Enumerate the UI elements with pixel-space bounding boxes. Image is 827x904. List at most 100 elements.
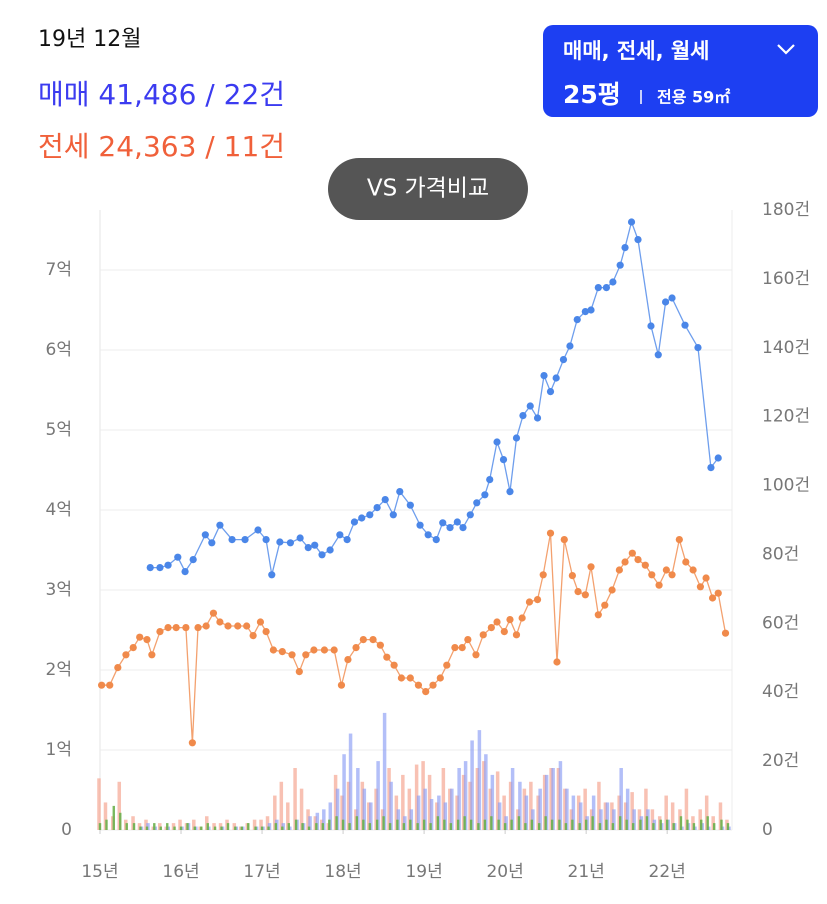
price-point <box>296 534 304 542</box>
volume-bar <box>226 823 230 830</box>
volume-bar <box>571 819 574 830</box>
price-point <box>525 598 534 606</box>
price-point <box>641 561 649 569</box>
volume-bar <box>240 826 243 830</box>
price-point <box>164 561 172 569</box>
volume-bar <box>637 809 642 830</box>
volume-bar <box>456 819 460 830</box>
price-point <box>696 583 705 591</box>
price-point <box>546 529 555 537</box>
price-point <box>608 586 616 594</box>
volume-bar <box>97 778 101 830</box>
price-point <box>234 622 242 630</box>
filter-size[interactable]: 25평 <box>563 80 621 109</box>
price-point <box>304 544 312 552</box>
price-point <box>533 596 542 604</box>
volume-bar <box>706 816 709 830</box>
chevron[interactable] <box>777 44 795 55</box>
volume-bar <box>698 809 702 830</box>
price-point <box>129 644 137 652</box>
button-bg[interactable] <box>328 158 528 220</box>
y-tick-label: 2억 <box>46 660 72 680</box>
volume-bar <box>563 788 567 830</box>
volume-bar <box>477 823 480 830</box>
dropdown-bg[interactable] <box>543 25 818 117</box>
volume-bar <box>718 802 723 830</box>
price-point <box>156 628 164 636</box>
volume-bar <box>213 826 217 830</box>
volume-bar <box>490 774 495 830</box>
volume-bar <box>625 788 630 830</box>
volume-bar <box>139 826 142 830</box>
price-point <box>276 538 284 546</box>
volume-bar <box>274 823 278 830</box>
volume-bar <box>322 809 326 830</box>
price-point <box>216 521 224 529</box>
price-point <box>302 651 310 659</box>
volume-bar <box>254 826 257 830</box>
filter-types[interactable]: 매매, 전세, 월세 <box>563 39 710 63</box>
price-point <box>464 636 472 644</box>
price-point <box>702 574 710 582</box>
volume-bar <box>584 819 588 830</box>
price-point <box>721 629 730 637</box>
y-tick-label: 0 <box>61 820 72 840</box>
price-point <box>268 571 276 579</box>
price-point <box>628 549 636 557</box>
volume-bar <box>659 819 662 830</box>
compare-button[interactable]: VS 가격비교 <box>328 158 528 220</box>
price-point <box>310 646 318 654</box>
volume-bar <box>117 781 122 830</box>
volume-bar <box>279 781 284 830</box>
volume-bar <box>679 816 683 830</box>
price-point <box>694 344 702 352</box>
volume-bar <box>625 819 628 830</box>
volume-bar <box>293 768 297 830</box>
volume-bar <box>612 809 616 830</box>
volume-bar <box>119 812 122 830</box>
volume-bar <box>457 768 461 830</box>
price-point <box>533 414 542 422</box>
price-point <box>202 622 210 630</box>
price-point <box>546 388 555 396</box>
price-point <box>216 618 224 626</box>
volume-bar <box>186 823 189 830</box>
price-point <box>566 342 574 350</box>
volume-bar <box>461 774 466 830</box>
price-point <box>539 571 547 579</box>
x-tick-label: 19년 <box>405 862 442 882</box>
volume-bar <box>416 795 421 830</box>
volume-bar <box>388 823 392 830</box>
x-tick-label: 16년 <box>162 862 199 882</box>
volume-bar <box>611 823 615 830</box>
price-point <box>573 316 581 324</box>
price-point <box>655 581 663 589</box>
volume-bar <box>346 781 351 830</box>
volume-bar <box>247 823 250 830</box>
volume-bar <box>510 819 513 830</box>
price-point <box>506 488 514 496</box>
volume-bar <box>569 809 574 830</box>
price-point <box>708 594 717 602</box>
volume-bar <box>484 754 488 830</box>
price-point <box>381 496 389 504</box>
volume-bar <box>598 823 602 830</box>
price-point <box>432 536 440 544</box>
price-point <box>615 566 623 574</box>
volume-bar <box>341 819 345 830</box>
price-point <box>224 622 232 630</box>
y2-tick-label: 20건 <box>762 751 799 771</box>
volume-bar <box>477 730 482 830</box>
price-point <box>390 661 398 669</box>
price-point <box>443 661 451 669</box>
price-point <box>424 531 432 539</box>
y-tick-label: 6억 <box>46 340 72 360</box>
price-point <box>506 616 514 624</box>
volume-bar <box>482 761 486 830</box>
filter-dropdown[interactable]: 매매, 전세, 월세 25평 전용 59㎡ <box>543 25 818 117</box>
x-tick-label: 20년 <box>486 862 523 882</box>
button-label[interactable]: VS 가격비교 <box>367 176 489 202</box>
filter-area[interactable]: 전용 59㎡ <box>657 88 730 107</box>
price-point <box>369 636 377 644</box>
